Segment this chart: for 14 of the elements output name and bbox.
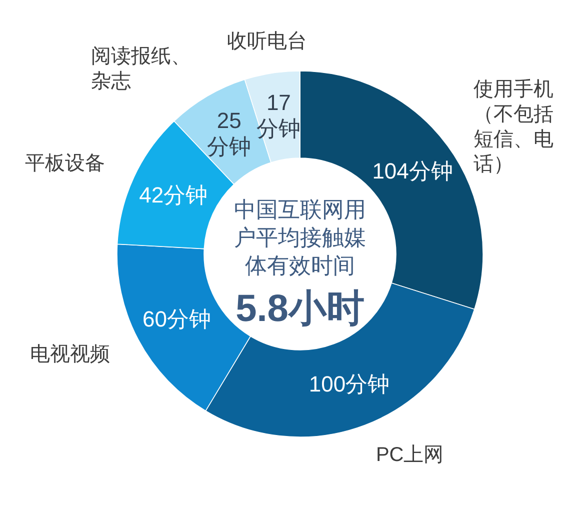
slice-label: 收听电台 [227,30,308,53]
data-label: 60分钟 [142,306,211,332]
data-label: 17分钟 [256,90,301,142]
text: 5.8小时 [236,288,364,330]
data-label: 42分钟 [139,182,208,208]
slice-label: PC上网 [376,444,444,466]
data-label: 25分钟 [207,108,252,159]
slice-label: 平板设备 [24,152,105,175]
data-label: 100分钟 [308,372,390,397]
data-label: 104分钟 [372,158,453,184]
slice-label: 使用手机（不包括短信、电话） [473,78,554,176]
slice-label: 电视视频 [30,344,110,366]
slice-label: 阅读报纸、杂志 [90,45,191,92]
text: 中国互联网用户平均接触媒体有效时间 [234,197,366,278]
